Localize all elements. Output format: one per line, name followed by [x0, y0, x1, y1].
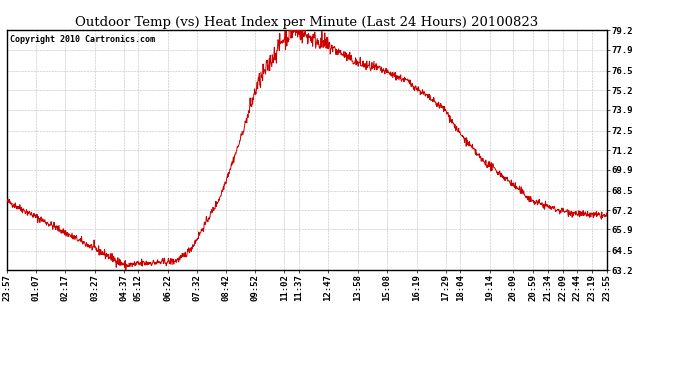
Title: Outdoor Temp (vs) Heat Index per Minute (Last 24 Hours) 20100823: Outdoor Temp (vs) Heat Index per Minute …	[75, 16, 539, 29]
Text: Copyright 2010 Cartronics.com: Copyright 2010 Cartronics.com	[10, 35, 155, 44]
